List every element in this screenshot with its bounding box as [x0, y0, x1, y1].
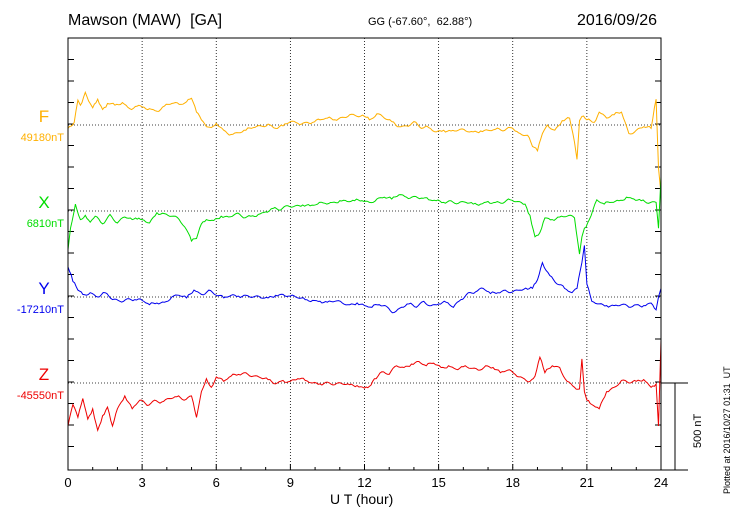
plotted-timestamp: Plotted at 2016/10/27 01:31 UT — [722, 366, 730, 494]
chart-date: 2016/09/26 — [577, 12, 658, 29]
series-line-y — [67, 245, 662, 314]
series-line-x — [67, 176, 662, 255]
x-axis-label: U T (hour) — [330, 491, 394, 507]
series-line-f — [67, 90, 662, 194]
series-name-x: X — [38, 193, 49, 212]
series-name-f: F — [39, 107, 49, 126]
series-labels: F 49180nT X 6810nT Y -17210nT Z -45550nT — [17, 107, 64, 402]
baseline-value-y: -17210nT — [17, 304, 64, 316]
axis-ticks: 0 3 6 9 12 15 18 21 24 — [64, 59, 668, 490]
x-tick-label: 3 — [139, 475, 146, 490]
x-tick-label: 12 — [357, 475, 371, 490]
x-tick-label: 0 — [64, 475, 71, 490]
series-traces — [67, 90, 662, 433]
scale-bar-label: 500 nT — [692, 413, 704, 448]
x-tick-label: 9 — [287, 475, 294, 490]
scale-bar — [661, 382, 688, 471]
station-title: Mawson (MAW) [GA] — [68, 12, 223, 29]
baseline-value-f: 49180nT — [21, 132, 65, 144]
series-name-y: Y — [38, 279, 49, 298]
geographic-coordinates: GG (-67.60°, 62.88°) — [368, 16, 473, 28]
plot-frame — [67, 37, 662, 471]
x-tick-label: 21 — [580, 475, 594, 490]
x-tick-label: 18 — [506, 475, 520, 490]
series-name-z: Z — [39, 365, 49, 384]
grid-lines — [68, 38, 661, 470]
x-tick-label: 6 — [213, 475, 220, 490]
baseline-value-z: -45550nT — [17, 390, 64, 402]
baseline-value-x: 6810nT — [27, 218, 65, 230]
x-tick-label: 24 — [654, 475, 668, 490]
x-tick-label: 15 — [431, 475, 445, 490]
series-line-z — [67, 339, 662, 433]
